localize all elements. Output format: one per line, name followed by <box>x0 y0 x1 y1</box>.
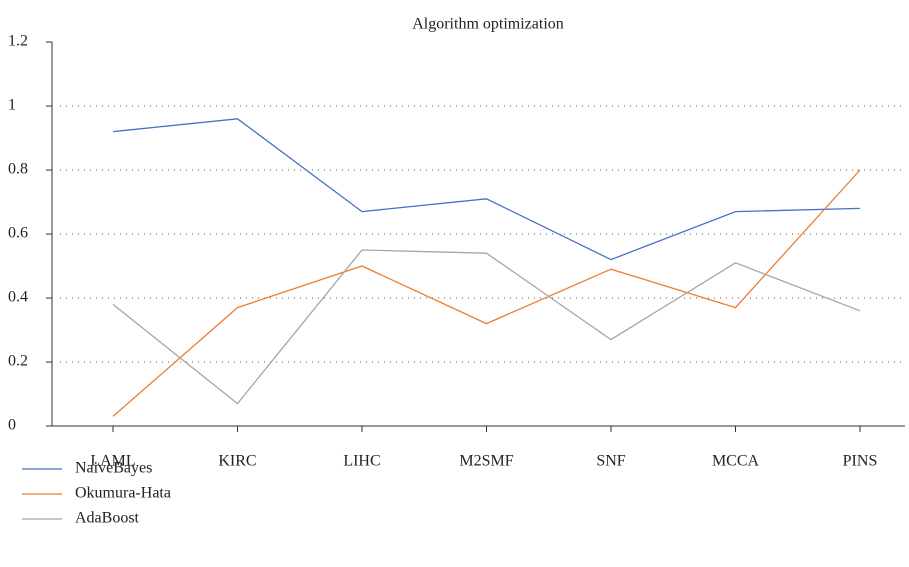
chart-title: Algorithm optimization <box>412 16 564 33</box>
x-tick-label: LIHC <box>343 453 380 470</box>
y-tick-label: 0.8 <box>8 161 28 178</box>
x-tick-label: MCCA <box>712 453 760 470</box>
y-tick-label: 0 <box>8 417 16 434</box>
series-line <box>112 118 861 261</box>
y-tick-label: 1 <box>8 97 16 114</box>
x-tick-label: PINS <box>843 453 878 470</box>
legend-label: Okumura-Hata <box>75 485 171 502</box>
y-tick-label: 0.2 <box>8 353 28 370</box>
x-tick-label: LAML <box>90 453 135 470</box>
y-tick-label: 0.6 <box>8 225 28 242</box>
x-tick-label: M2SMF <box>459 453 513 470</box>
y-tick-label: 1.2 <box>8 33 28 50</box>
legend-label: NaiveBayes <box>75 460 152 477</box>
x-tick-label: SNF <box>596 453 625 470</box>
series-line <box>112 169 861 417</box>
x-tick-label: KIRC <box>218 453 256 470</box>
legend-label: AdaBoost <box>75 510 140 527</box>
y-tick-label: 0.4 <box>8 289 28 306</box>
series-line <box>112 249 861 405</box>
